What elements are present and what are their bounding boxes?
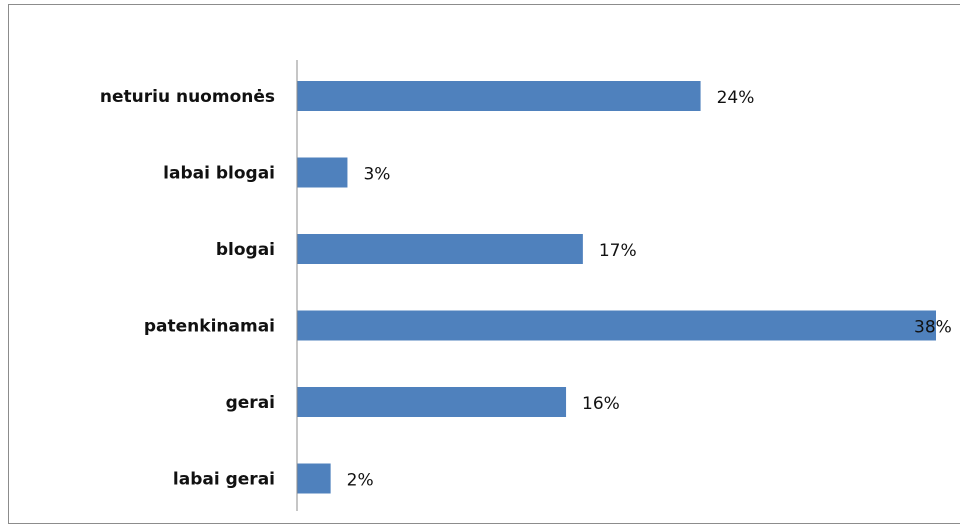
value-label-3: 38% xyxy=(914,318,952,338)
value-label-1: 3% xyxy=(363,165,390,185)
bar-3 xyxy=(297,310,936,341)
bar-5 xyxy=(297,463,331,494)
category-label-0: neturiu nuomonės xyxy=(100,87,275,107)
bar-0 xyxy=(297,81,701,111)
category-label-4: gerai xyxy=(226,393,275,413)
bar-1 xyxy=(297,157,348,188)
value-label-2: 17% xyxy=(599,241,637,261)
category-label-2: blogai xyxy=(216,240,275,260)
value-label-4: 16% xyxy=(582,394,620,414)
value-label-0: 24% xyxy=(717,88,755,108)
value-label-5: 2% xyxy=(347,471,374,491)
labels-group: neturiu nuomonės 24% labai blogai 3% blogai 1… xyxy=(100,87,952,491)
category-label-3: patenkinamai xyxy=(144,317,275,337)
bar-chart: neturiu nuomonės 24% labai blogai 3% blogai 1… xyxy=(100,60,952,511)
bar-2 xyxy=(297,234,583,264)
category-label-1: labai blogai xyxy=(163,164,275,184)
category-label-5: labai gerai xyxy=(173,470,275,490)
bar-4 xyxy=(297,387,567,417)
bars-group xyxy=(297,81,936,494)
